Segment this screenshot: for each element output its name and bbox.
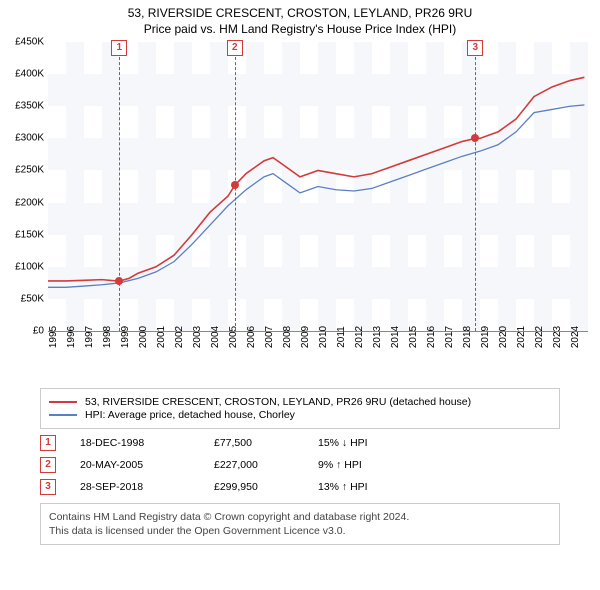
- x-axis-label: 2021: [516, 326, 527, 348]
- sale-delta: 9% ↑ HPI: [318, 459, 408, 471]
- footer-line: Contains HM Land Registry data © Crown c…: [49, 510, 551, 524]
- x-axis-label: 2020: [498, 326, 509, 348]
- x-axis-label: 2013: [372, 326, 383, 348]
- sale-marker-badge: 2: [40, 457, 56, 473]
- x-axis-label: 2014: [390, 326, 401, 348]
- sale-marker-line: [475, 42, 476, 331]
- plot-region: £0£50K£100K£150K£200K£250K£300K£350K£400…: [48, 42, 588, 332]
- sale-marker-box: 1: [111, 40, 127, 56]
- sale-marker-line: [119, 42, 120, 331]
- y-axis-label: £450K: [15, 37, 44, 48]
- chart-area: £0£50K£100K£150K£200K£250K£300K£350K£400…: [48, 42, 588, 382]
- y-axis-label: £150K: [15, 229, 44, 240]
- x-axis-label: 2005: [228, 326, 239, 348]
- sale-delta: 13% ↑ HPI: [318, 481, 408, 493]
- sale-date: 28-SEP-2018: [80, 481, 190, 493]
- legend-item: 53, RIVERSIDE CRESCENT, CROSTON, LEYLAND…: [49, 396, 551, 408]
- x-axis-label: 2007: [264, 326, 275, 348]
- line-series-svg: [48, 42, 588, 331]
- x-axis-label: 2022: [534, 326, 545, 348]
- sale-marker-box: 2: [227, 40, 243, 56]
- y-axis-label: £100K: [15, 261, 44, 272]
- x-axis-label: 2004: [210, 326, 221, 348]
- y-axis-label: £400K: [15, 69, 44, 80]
- chart-title: 53, RIVERSIDE CRESCENT, CROSTON, LEYLAND…: [0, 6, 600, 20]
- y-axis-label: £300K: [15, 133, 44, 144]
- y-axis-label: £350K: [15, 101, 44, 112]
- legend-item: HPI: Average price, detached house, Chor…: [49, 409, 551, 421]
- x-axis-label: 2016: [426, 326, 437, 348]
- x-axis-label: 2001: [156, 326, 167, 348]
- y-axis-label: £50K: [21, 293, 44, 304]
- sale-price: £299,950: [214, 481, 294, 493]
- x-axis-label: 2008: [282, 326, 293, 348]
- sale-date: 18-DEC-1998: [80, 437, 190, 449]
- x-axis-label: 2006: [246, 326, 257, 348]
- x-axis-label: 2009: [300, 326, 311, 348]
- sale-marker-badge: 3: [40, 479, 56, 495]
- legend-label: 53, RIVERSIDE CRESCENT, CROSTON, LEYLAND…: [85, 396, 471, 408]
- legend-swatch: [49, 401, 77, 403]
- footer-attribution: Contains HM Land Registry data © Crown c…: [40, 503, 560, 545]
- sales-row: 3 28-SEP-2018 £299,950 13% ↑ HPI: [40, 479, 560, 495]
- y-axis-label: £250K: [15, 165, 44, 176]
- y-axis-label: £200K: [15, 197, 44, 208]
- legend-label: HPI: Average price, detached house, Chor…: [85, 409, 295, 421]
- x-axis-label: 1996: [66, 326, 77, 348]
- x-axis-label: 2019: [480, 326, 491, 348]
- x-axis-label: 2017: [444, 326, 455, 348]
- legend: 53, RIVERSIDE CRESCENT, CROSTON, LEYLAND…: [40, 388, 560, 429]
- x-axis-label: 2011: [336, 326, 347, 348]
- sale-delta: 15% ↓ HPI: [318, 437, 408, 449]
- legend-swatch: [49, 414, 77, 416]
- series-price: [48, 77, 584, 281]
- x-axis-label: 1999: [120, 326, 131, 348]
- title-block: 53, RIVERSIDE CRESCENT, CROSTON, LEYLAND…: [0, 0, 600, 38]
- x-axis-label: 2010: [318, 326, 329, 348]
- sale-marker-dot: [231, 181, 239, 189]
- x-axis-label: 2015: [408, 326, 419, 348]
- x-axis-label: 2000: [138, 326, 149, 348]
- sale-price: £227,000: [214, 459, 294, 471]
- sale-price: £77,500: [214, 437, 294, 449]
- sales-table: 1 18-DEC-1998 £77,500 15% ↓ HPI 2 20-MAY…: [40, 435, 560, 495]
- x-axis-label: 1995: [48, 326, 59, 348]
- x-axis-label: 2018: [462, 326, 473, 348]
- x-axis-label: 2023: [552, 326, 563, 348]
- footer-line: This data is licensed under the Open Gov…: [49, 524, 551, 538]
- sale-marker-dot: [115, 277, 123, 285]
- sale-marker-badge: 1: [40, 435, 56, 451]
- x-axis-label: 2002: [174, 326, 185, 348]
- series-hpi: [48, 105, 584, 287]
- sale-marker-box: 3: [467, 40, 483, 56]
- x-axis-label: 2003: [192, 326, 203, 348]
- chart-container: 53, RIVERSIDE CRESCENT, CROSTON, LEYLAND…: [0, 0, 600, 590]
- x-axis-label: 1998: [102, 326, 113, 348]
- x-axis-label: 1997: [84, 326, 95, 348]
- chart-subtitle: Price paid vs. HM Land Registry's House …: [0, 22, 600, 36]
- y-axis-label: £0: [33, 326, 44, 337]
- sales-row: 1 18-DEC-1998 £77,500 15% ↓ HPI: [40, 435, 560, 451]
- x-axis-label: 2012: [354, 326, 365, 348]
- sale-date: 20-MAY-2005: [80, 459, 190, 471]
- x-axis-label: 2024: [570, 326, 581, 348]
- sale-marker-dot: [471, 134, 479, 142]
- sales-row: 2 20-MAY-2005 £227,000 9% ↑ HPI: [40, 457, 560, 473]
